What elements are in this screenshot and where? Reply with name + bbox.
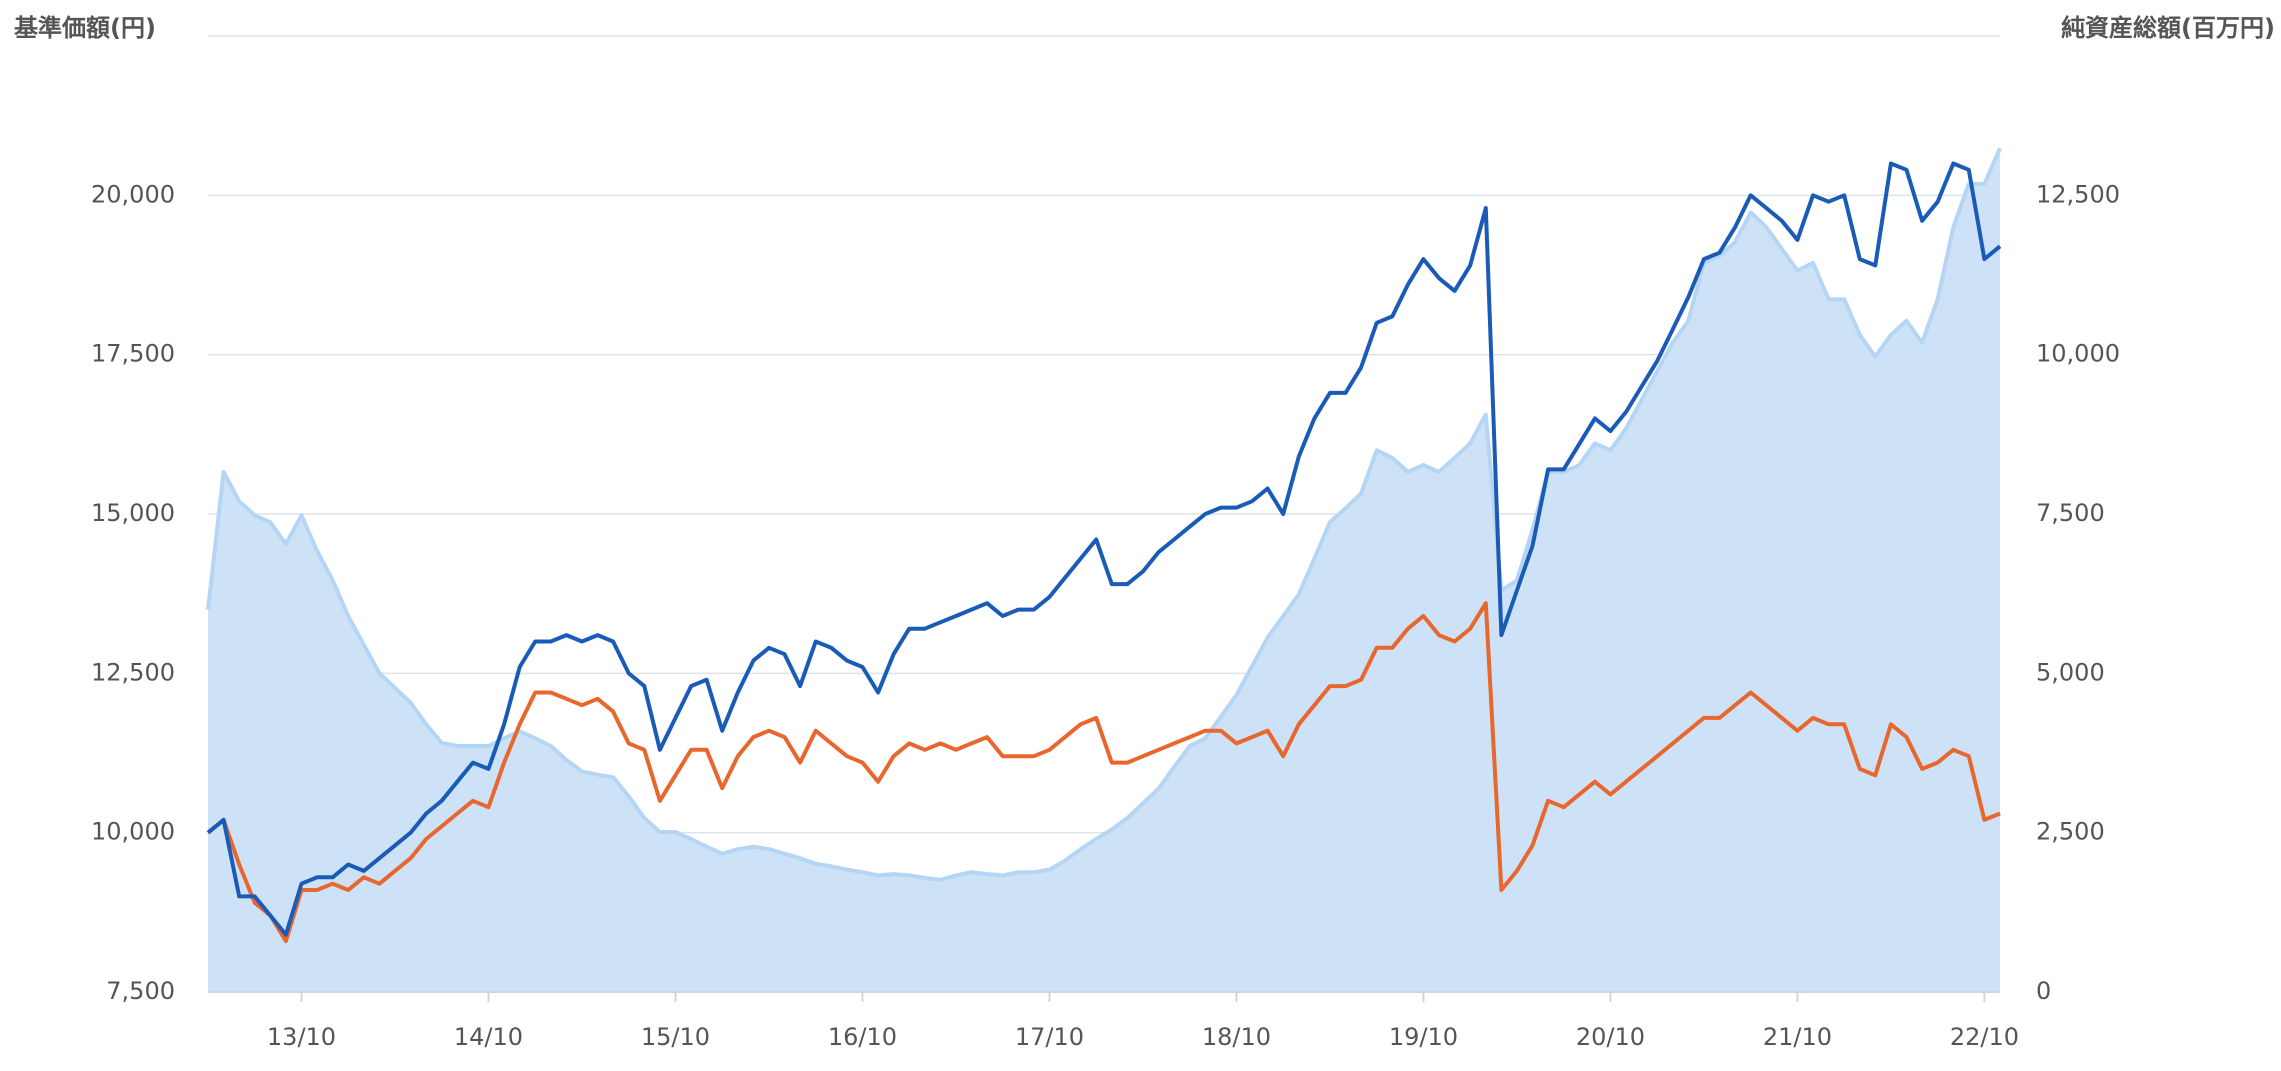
x-tick-label: 18/10	[1202, 1023, 1271, 1051]
y-tick-label: 7,500	[106, 977, 175, 1005]
y-tick-label: 12,500	[91, 658, 175, 686]
y2-tick-label: 0	[2036, 977, 2051, 1005]
x-tick-label: 15/10	[641, 1023, 710, 1051]
y2-tick-label: 10,000	[2036, 340, 2120, 368]
y2-tick-label: 12,500	[2036, 180, 2120, 208]
y2-tick-label: 5,000	[2036, 658, 2105, 686]
area	[208, 148, 2000, 992]
y-axis-title: 基準価額(円)	[14, 14, 156, 42]
line	[206, 161, 2002, 937]
y-tick-label: 10,000	[91, 818, 175, 846]
x-tick-label: 20/10	[1576, 1023, 1645, 1051]
y-tick-label: 15,000	[91, 499, 175, 527]
x-tick-label: 14/10	[454, 1023, 523, 1051]
y2-axis-title: 純資産総額(百万円)	[2061, 14, 2275, 42]
y-tick-label: 20,000	[91, 180, 175, 208]
x-tick-label: 13/10	[267, 1023, 336, 1051]
x-tick-label: 21/10	[1763, 1023, 1832, 1051]
x-tick-label: 17/10	[1015, 1023, 1084, 1051]
x-tick-label: 19/10	[1389, 1023, 1458, 1051]
x-tick-label: 22/10	[1950, 1023, 2019, 1051]
y2-tick-label: 2,500	[2036, 818, 2105, 846]
x-tick-label: 16/10	[828, 1023, 897, 1051]
y2-tick-label: 7,500	[2036, 499, 2105, 527]
area-edge	[206, 147, 2002, 882]
y-tick-label: 17,500	[91, 340, 175, 368]
line	[206, 601, 2001, 943]
